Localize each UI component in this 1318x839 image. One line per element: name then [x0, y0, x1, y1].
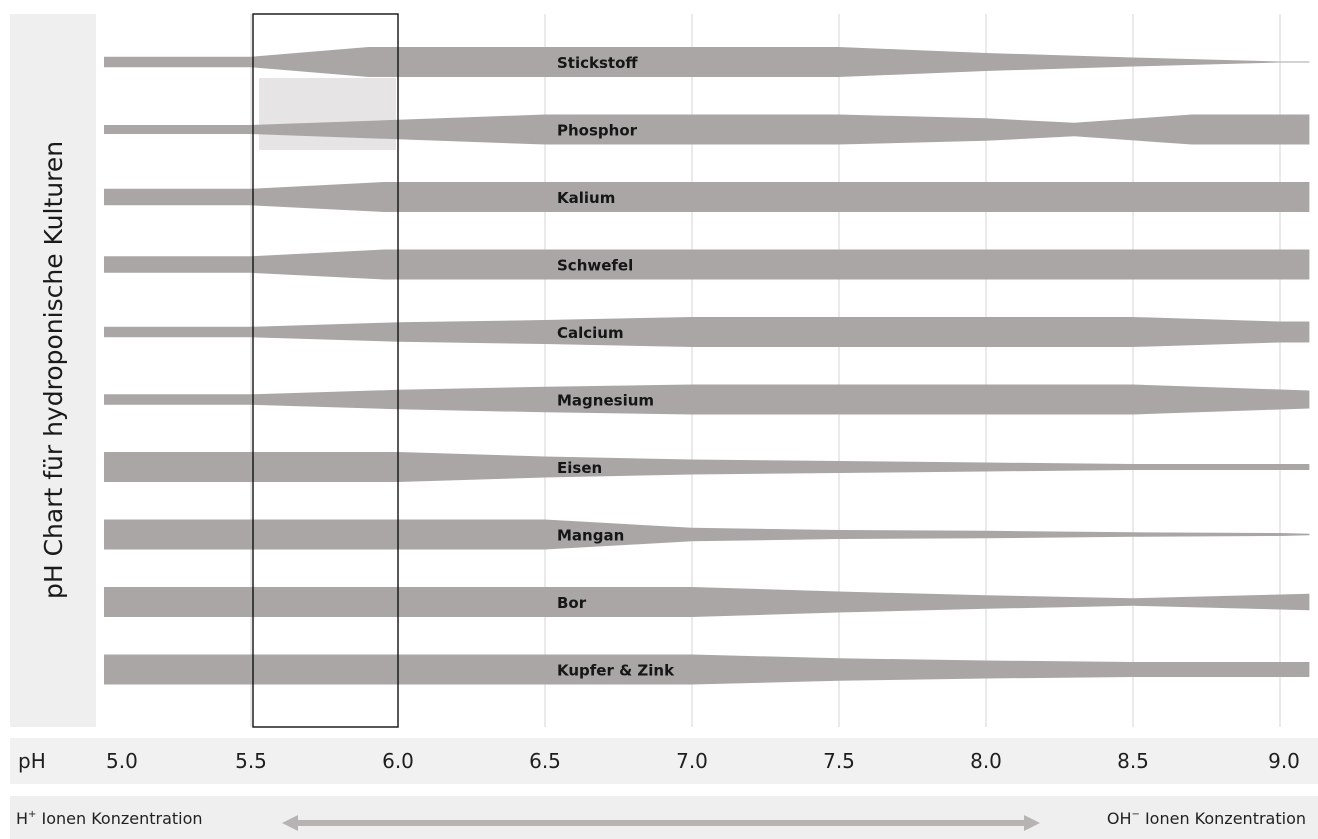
nutrient-label: Schwefel [557, 257, 633, 275]
nutrient-band [104, 384, 1310, 415]
x-tick-label: 6.5 [529, 749, 561, 773]
x-tick-label: 9.0 [1268, 749, 1300, 773]
ph-axis-background [10, 738, 1318, 784]
optimal-range-highlight [259, 78, 396, 150]
nutrient-band [104, 317, 1310, 347]
nutrient-band [104, 182, 1310, 212]
h-ion-prefix: H [16, 809, 28, 828]
oh-ion-superscript: − [1131, 809, 1139, 820]
nutrient-band [104, 654, 1310, 685]
nutrient-band [104, 587, 1310, 617]
x-axis-label: pH [18, 749, 46, 773]
nutrient-label: Calcium [557, 324, 624, 342]
x-tick-label: 8.5 [1117, 749, 1149, 773]
y-axis-label: pH Chart für hydroponische Kulturen [39, 141, 68, 599]
h-ion-text: Ionen Konzentration [36, 809, 202, 828]
nutrient-label: Mangan [557, 527, 624, 545]
nutrient-band [104, 249, 1310, 280]
h-ion-label: H+ Ionen Konzentration [16, 809, 203, 828]
left-panel-background [10, 14, 96, 727]
h-ion-superscript: + [28, 809, 36, 820]
x-tick-label: 5.5 [235, 749, 267, 773]
nutrient-labels: Stickstoff Phosphor Kalium Schwefel Calcium M… [557, 54, 675, 680]
x-tick-label: 6.0 [382, 749, 414, 773]
x-tick-label: 8.0 [970, 749, 1002, 773]
x-tick-label: 7.0 [676, 749, 708, 773]
oh-ion-prefix: OH [1107, 809, 1132, 828]
oh-ion-label: OH− Ionen Konzentration [1107, 809, 1306, 828]
nutrient-band [104, 114, 1310, 145]
x-tick-labels: 5.0 5.5 6.0 6.5 7.0 7.5 8.0 8.5 9.0 [106, 749, 1300, 773]
nutrient-band [104, 47, 1310, 77]
concentration-bar-background [10, 796, 1318, 839]
nutrient-band [104, 519, 1310, 550]
optimal-range-outline [252, 13, 399, 728]
concentration-arrow [282, 815, 1040, 831]
nutrient-label: Magnesium [557, 392, 654, 410]
nutrient-band [104, 452, 1310, 482]
nutrient-label: Stickstoff [557, 54, 638, 72]
optimal-range-box [252, 13, 399, 728]
x-tick-label: 5.0 [106, 749, 138, 773]
x-tick-label: 7.5 [823, 749, 855, 773]
optimal-range-shade [259, 78, 396, 150]
nutrient-label: Eisen [557, 459, 602, 477]
nutrient-label: Phosphor [557, 122, 638, 140]
nutrient-label: Kalium [557, 189, 615, 207]
nutrient-label: Kupfer & Zink [557, 662, 675, 680]
nutrient-label: Bor [557, 594, 587, 612]
nutrient-bands [104, 47, 1310, 685]
oh-ion-text: Ionen Konzentration [1140, 809, 1306, 828]
